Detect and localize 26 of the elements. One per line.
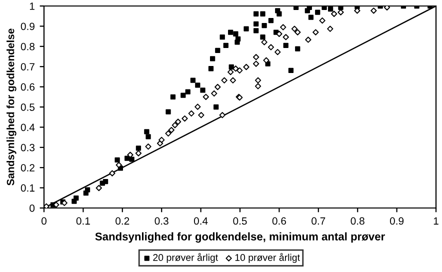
x-tick-label: 1 — [434, 217, 438, 225]
x-tick-label: 0.7 — [312, 217, 326, 225]
y-tick-label: 0.7 — [20, 63, 34, 70]
x-axis-title: Sandsynlighed for godkendelse, minimum antal prøver — [95, 232, 385, 243]
y-tick-label: 1 — [30, 2, 34, 10]
x-tick-label: 0.9 — [390, 217, 404, 225]
y-tick-label: 0.4 — [20, 124, 35, 132]
y-tick-label: 0.2 — [20, 164, 34, 172]
y-tick-label: 0.6 — [20, 83, 35, 91]
y-tick-label: 0.5 — [20, 104, 35, 111]
x-tick-label: 0.1 — [76, 217, 90, 225]
legend-label: 10 prøver årligt — [235, 253, 300, 263]
y-tick-label: 0 — [30, 204, 35, 212]
x-tick-label: 0.2 — [116, 217, 130, 225]
x-tick-label: 0.8 — [350, 217, 364, 225]
y-tick-label: 0.8 — [20, 42, 35, 50]
x-tick-label: 0.6 — [272, 217, 286, 225]
x-tick-label: 0.4 — [194, 217, 208, 225]
x-tick-label: 0.5 — [233, 217, 247, 225]
x-tick-label: 0 — [42, 217, 46, 225]
y-tick-label: 0.1 — [20, 184, 34, 192]
y-axis-title: Sandsynlighed for godkendelse — [6, 28, 16, 186]
y-tick-label: 0.3 — [20, 144, 35, 152]
legend-label: 20 prøver årligt — [153, 253, 218, 263]
y-tick-label: 0.9 — [20, 22, 34, 30]
x-tick-label: 0.3 — [154, 217, 168, 225]
